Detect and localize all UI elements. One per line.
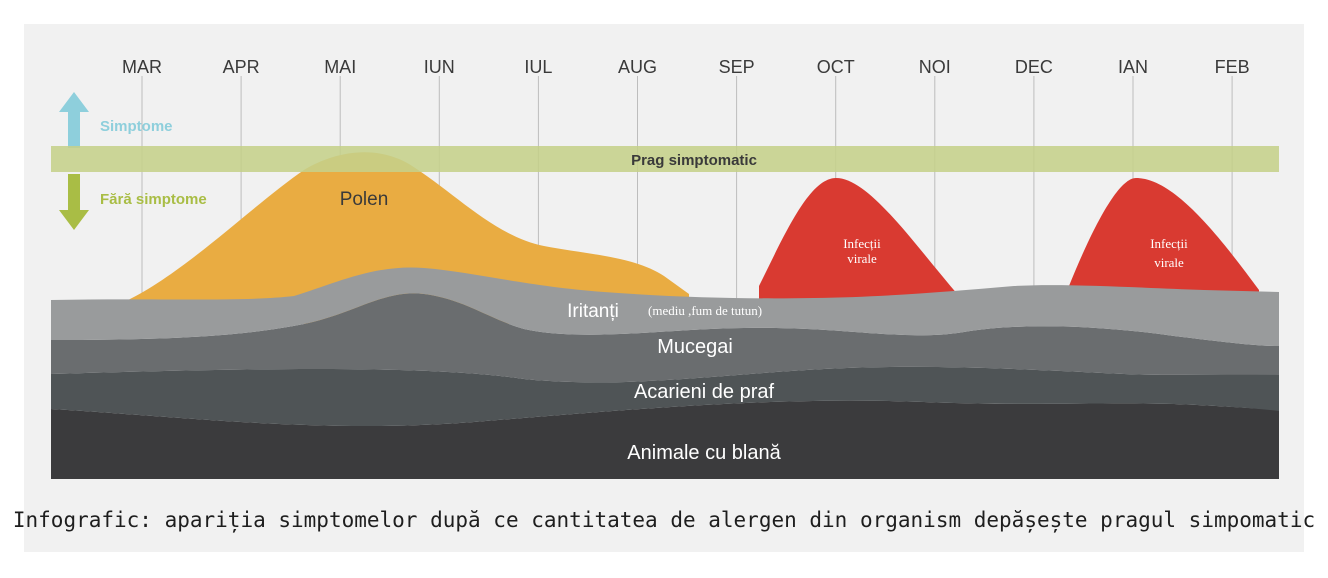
polen-area: [124, 152, 689, 324]
month-label-sep: SEP: [719, 57, 755, 77]
no-symptoms-down-arrow-icon: [59, 174, 89, 230]
symptoms-label: Simptome: [100, 118, 173, 135]
allergen-chart: MAR APR MAI IUN IUL AUG SEP OCT NOI DEC IAN FEB Sim…: [51, 57, 1279, 479]
acarieni-label: Acarieni de praf: [634, 381, 775, 403]
iritanti-note: (mediu ,fum de tutun): [648, 303, 762, 318]
threshold-label: Prag simptomatic: [631, 152, 757, 169]
month-label-oct: OCT: [817, 57, 855, 77]
animale-label: Animale cu blană: [627, 442, 781, 464]
month-label-ian: IAN: [1118, 57, 1148, 77]
viral-label-oct-line1: Infecții: [843, 236, 881, 251]
month-label-iun: IUN: [424, 57, 455, 77]
month-gridlines: [141, 76, 1233, 324]
month-label-aug: AUG: [618, 57, 657, 77]
month-label-mai: MAI: [324, 57, 356, 77]
month-label-noi: NOI: [919, 57, 951, 77]
no-symptoms-label: Fără simptome: [100, 191, 207, 208]
iritanti-label: Iritanți: [567, 301, 619, 322]
caption: Infografic: apariția simptomelor după ce…: [12, 508, 1316, 532]
viral-infection-area-oct: [759, 178, 959, 324]
month-label-feb: FEB: [1215, 57, 1250, 77]
month-label-apr: APR: [223, 57, 260, 77]
threshold-band: [51, 146, 1279, 172]
month-labels: MAR APR MAI IUN IUL AUG SEP OCT NOI DEC IAN FEB: [122, 57, 1250, 77]
mucegai-band: [51, 293, 1279, 383]
month-label-mar: MAR: [122, 57, 162, 77]
animale-band: [51, 400, 1279, 479]
viral-label-ian-line1: Infecții: [1150, 236, 1188, 251]
polen-label: Polen: [340, 189, 389, 210]
month-label-dec: DEC: [1015, 57, 1053, 77]
infographic-panel: MAR APR MAI IUN IUL AUG SEP OCT NOI DEC IAN FEB Sim…: [24, 24, 1304, 552]
mucegai-label: Mucegai: [657, 336, 733, 358]
iritanti-band: [51, 267, 1279, 346]
acarieni-band: [51, 366, 1279, 427]
viral-label-oct-line2: virale: [847, 251, 877, 266]
month-label-iul: IUL: [524, 57, 552, 77]
symptoms-up-arrow-icon: [59, 92, 89, 148]
viral-label-ian-line2: virale: [1154, 255, 1184, 270]
